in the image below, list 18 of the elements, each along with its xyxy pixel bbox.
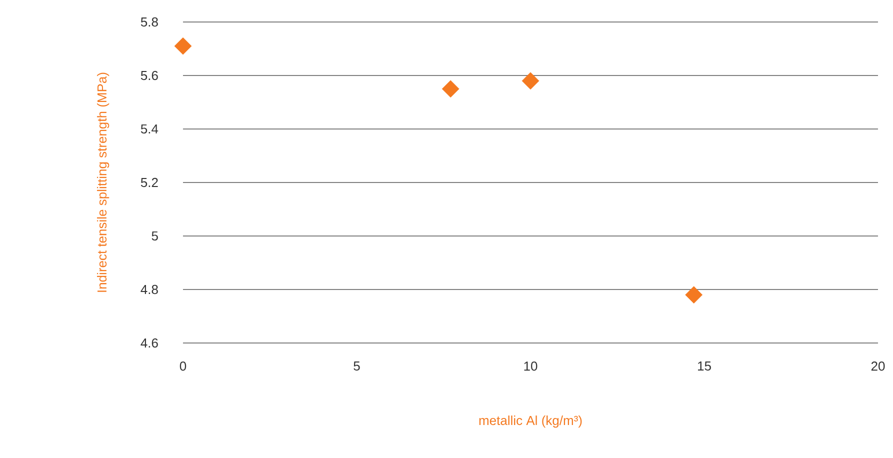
point <box>442 80 460 98</box>
x-tick-label: 20 <box>871 362 885 371</box>
y-tick-label: 5.4 <box>140 124 158 134</box>
y-tick-label: 4.6 <box>140 338 158 348</box>
point <box>522 72 540 90</box>
point <box>685 286 703 304</box>
y-tick-label: 5.6 <box>140 70 158 80</box>
y-tick-label: 4.8 <box>140 284 158 294</box>
x-axis-title: metallic Al (kg/m³) <box>479 416 582 428</box>
point <box>174 37 192 55</box>
y-tick-label: 5.2 <box>140 178 158 188</box>
x-tick-label: 15 <box>698 362 711 371</box>
x-tick-label: 0 <box>180 362 186 371</box>
x-tick-label: 10 <box>524 362 538 371</box>
x-tick-label: 5 <box>354 362 360 371</box>
y-tick-label: 5.8 <box>140 17 158 27</box>
y-axis-title: Indirect tensile splitting strength (MPa) <box>97 72 110 292</box>
y-tick-label: 5 <box>152 231 158 241</box>
